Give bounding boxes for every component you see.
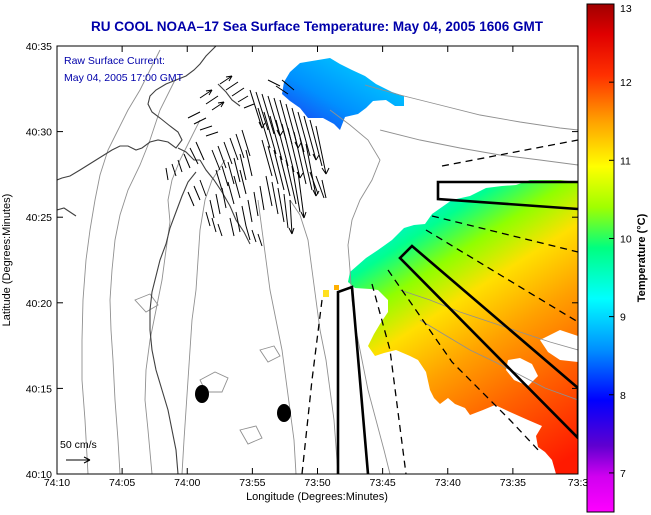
bathymetry-contours bbox=[81, 49, 578, 474]
x-tick-label: 73:45 bbox=[369, 477, 395, 489]
dashed-radial bbox=[425, 229, 578, 323]
colorbar-tick-label: 7 bbox=[620, 468, 626, 480]
colorbar: 13 12 11 10 9 8 7 Temperature (°C) bbox=[586, 3, 648, 513]
station-marker bbox=[277, 404, 291, 422]
colorbar-label: Temperature (°C) bbox=[636, 213, 648, 302]
x-tick-label: 73:40 bbox=[435, 477, 461, 489]
y-axis-label: Latitude (Degrees:Minutes) bbox=[1, 194, 13, 327]
transect-lines bbox=[301, 139, 578, 474]
x-tick-label: 74:05 bbox=[109, 477, 135, 489]
scale-label: 50 cm/s bbox=[60, 439, 97, 451]
y-tick-label: 40:20 bbox=[26, 298, 52, 310]
figure-title: RU COOL NOAA–17 Sea Surface Temperature:… bbox=[91, 19, 544, 34]
dashed-radial bbox=[431, 215, 578, 253]
x-axis: 74:10 74:05 74:00 73:55 73:50 73:45 73:40 73:35… bbox=[44, 46, 589, 489]
scale-arrow bbox=[66, 456, 91, 464]
colorbar-tick-label: 10 bbox=[620, 233, 632, 245]
sst-speck bbox=[334, 285, 339, 290]
sst-patch-northeast bbox=[282, 58, 404, 130]
colorbar-tick-label: 9 bbox=[620, 312, 626, 324]
colorbar-gradient bbox=[586, 3, 615, 513]
colorbar-ticks: 13 12 11 10 9 8 7 bbox=[609, 3, 632, 480]
y-tick-label: 40:15 bbox=[26, 383, 52, 395]
x-tick-label: 74:00 bbox=[174, 477, 200, 489]
x-tick-label: 73:35 bbox=[500, 477, 526, 489]
sst-speck bbox=[323, 290, 329, 297]
colorbar-tick-label: 11 bbox=[620, 155, 631, 167]
y-tick-label: 40:25 bbox=[26, 212, 52, 224]
data-gap bbox=[540, 330, 578, 362]
colorbar-tick-label: 8 bbox=[620, 390, 626, 402]
map-plot-area bbox=[57, 46, 578, 474]
y-axis: 40:35 40:30 40:25 40:20 40:15 40:10 bbox=[26, 41, 578, 481]
y-tick-label: 40:10 bbox=[26, 469, 52, 481]
transect-box-upper bbox=[436, 180, 578, 211]
dashed-radial bbox=[387, 269, 541, 453]
colorbar-tick-label: 12 bbox=[620, 77, 632, 89]
current-annotation-line1: Raw Surface Current: bbox=[64, 55, 165, 67]
station-marker bbox=[195, 385, 209, 403]
transect-box-vertical bbox=[336, 285, 370, 474]
x-tick-label: 73:55 bbox=[239, 477, 265, 489]
data-gap bbox=[506, 358, 538, 386]
x-axis-label: Longitude (Degrees:Minutes) bbox=[246, 491, 388, 503]
coastline bbox=[57, 46, 251, 474]
current-annotation-line2: May 04, 2005 17:00 GMT bbox=[64, 72, 184, 84]
y-tick-label: 40:35 bbox=[26, 41, 52, 53]
x-tick-label: 73:3 bbox=[568, 477, 589, 489]
vector-arrowheads bbox=[205, 75, 330, 235]
surface-current-vectors bbox=[165, 75, 327, 247]
y-tick-label: 40:30 bbox=[26, 127, 52, 139]
dashed-radial bbox=[301, 299, 323, 474]
colorbar-tick-label: 13 bbox=[620, 3, 632, 15]
x-tick-label: 73:50 bbox=[304, 477, 330, 489]
x-tick-label: 74:10 bbox=[44, 477, 70, 489]
transect-box-diagonal bbox=[398, 244, 578, 440]
